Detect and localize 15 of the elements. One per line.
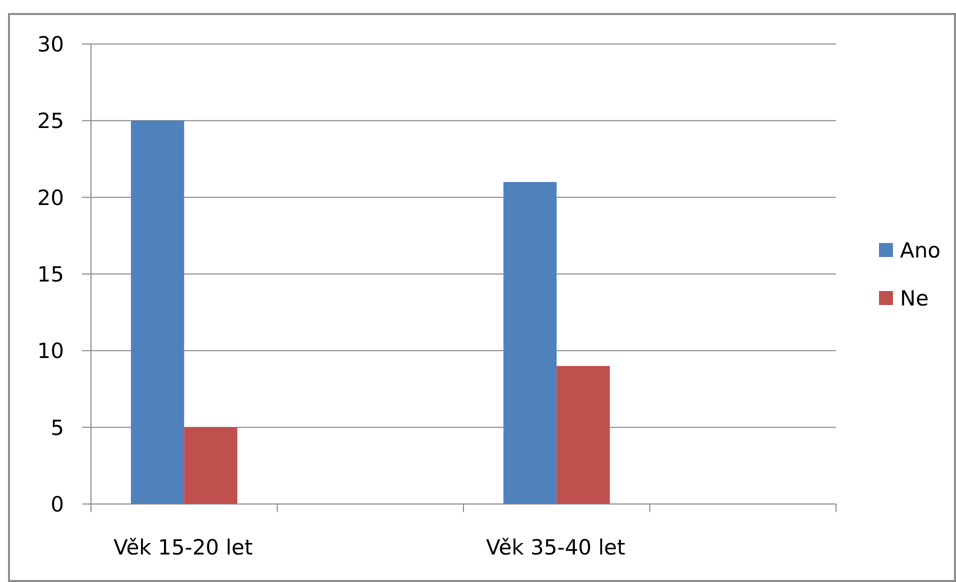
- y-tick-label: 20: [37, 186, 64, 210]
- y-tick-label: 0: [50, 492, 64, 517]
- y-tick-label: 15: [37, 262, 64, 287]
- y-tick-label: 10: [37, 339, 64, 364]
- x-tick-label: Věk 15-20 let: [114, 536, 253, 560]
- legend-label: Ano: [900, 238, 941, 263]
- y-tick-label: 25: [37, 109, 64, 134]
- bar: [503, 182, 557, 504]
- y-tick-label: 5: [50, 416, 64, 440]
- y-tick-label: 30: [37, 32, 64, 57]
- legend-label: Ne: [900, 286, 929, 311]
- bar: [184, 427, 238, 504]
- x-tick-label: Věk 35-40 let: [486, 536, 626, 560]
- bar: [130, 120, 184, 504]
- bar: [556, 366, 610, 504]
